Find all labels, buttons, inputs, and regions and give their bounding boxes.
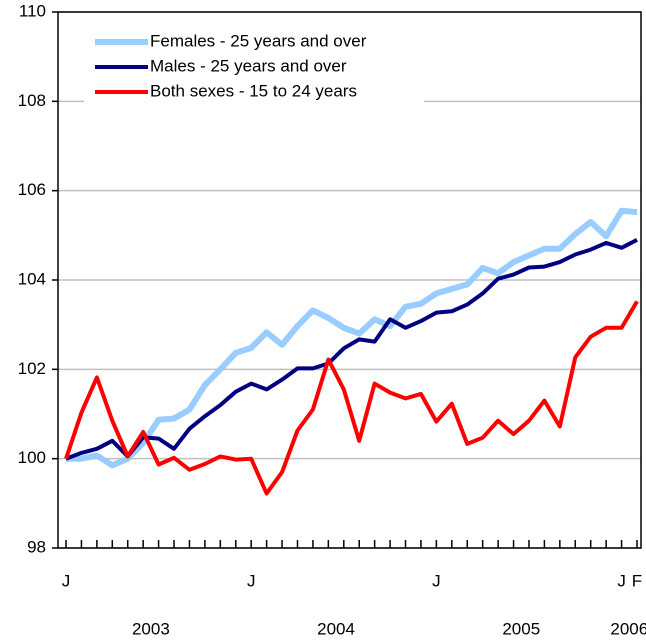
- y-tick-label: 98: [27, 537, 46, 556]
- y-tick-label: 102: [18, 359, 46, 378]
- legend-label: Females - 25 years and over: [150, 31, 367, 50]
- year-label: 2003: [132, 619, 170, 638]
- year-label: 2004: [317, 619, 355, 638]
- series-line: [64, 300, 639, 496]
- y-tick-label: 104: [18, 269, 46, 288]
- series-line: [65, 238, 638, 461]
- y-tick-label: 110: [19, 1, 46, 20]
- x-tick-label: J: [62, 571, 71, 590]
- year-label: 2006: [610, 619, 646, 638]
- x-tick-label: J: [617, 571, 626, 590]
- x-tick-label: F: [632, 571, 642, 590]
- legend-label: Males - 25 years and over: [150, 56, 347, 75]
- y-tick-label: 108: [18, 91, 46, 110]
- year-label: 2005: [502, 619, 540, 638]
- x-tick-label: J: [432, 571, 441, 590]
- y-tick-label: 106: [18, 180, 46, 199]
- series-line: [66, 207, 638, 469]
- legend-label: Both sexes - 15 to 24 years: [150, 81, 357, 100]
- x-tick-label: J: [247, 571, 256, 590]
- plot-frame: [57, 11, 642, 549]
- y-tick-label: 100: [18, 448, 46, 467]
